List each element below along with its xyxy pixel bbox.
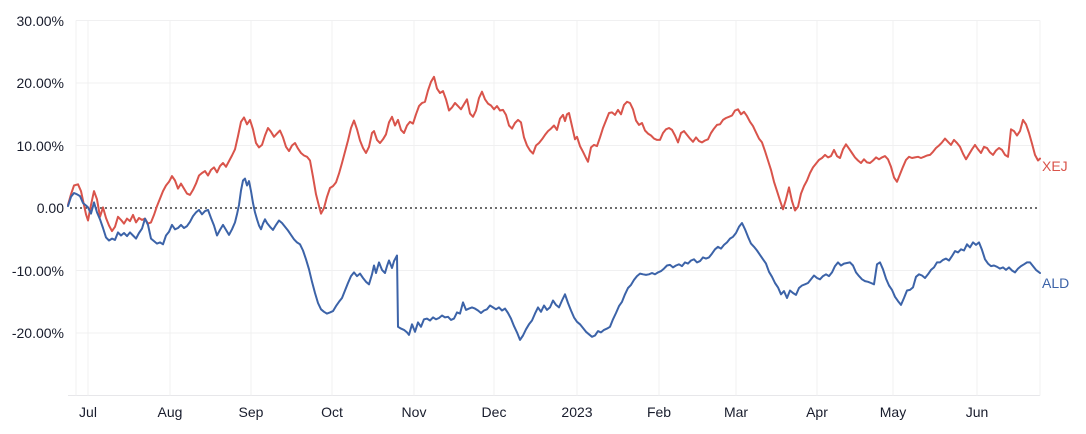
y-axis-tick-label: -10.00% bbox=[0, 263, 64, 279]
x-axis-tick-label: Jul bbox=[56, 404, 120, 420]
x-axis-tick-label: Jun bbox=[945, 404, 1009, 420]
chart-canvas[interactable] bbox=[0, 0, 1086, 434]
x-axis-tick-label: May bbox=[861, 404, 925, 420]
series-label-xej: XEJ bbox=[1042, 159, 1068, 174]
y-axis-tick-label: 10.00% bbox=[0, 138, 64, 154]
x-axis-tick-label: Nov bbox=[382, 404, 446, 420]
y-axis-tick-label: 20.00% bbox=[0, 75, 64, 91]
x-axis-tick-label: Oct bbox=[300, 404, 364, 420]
x-axis-tick-label: 2023 bbox=[545, 404, 609, 420]
y-axis-tick-label: 0.00 bbox=[0, 200, 64, 216]
x-axis-tick-label: Dec bbox=[462, 404, 526, 420]
y-axis-tick-label: -20.00% bbox=[0, 325, 64, 341]
x-axis-tick-label: Aug bbox=[138, 404, 202, 420]
x-axis-tick-label: Mar bbox=[704, 404, 768, 420]
series-label-ald: ALD bbox=[1042, 276, 1069, 291]
series-line-xej[interactable] bbox=[68, 77, 1040, 231]
x-axis-tick-label: Sep bbox=[219, 404, 283, 420]
x-axis-tick-label: Feb bbox=[627, 404, 691, 420]
returns-comparison-chart: 30.00% 20.00% 10.00% 0.00 -10.00% -20.00% Jul… bbox=[0, 0, 1086, 434]
x-axis-tick-label: Apr bbox=[785, 404, 849, 420]
series-line-ald[interactable] bbox=[68, 179, 1040, 340]
y-axis-tick-label: 30.00% bbox=[0, 13, 64, 29]
